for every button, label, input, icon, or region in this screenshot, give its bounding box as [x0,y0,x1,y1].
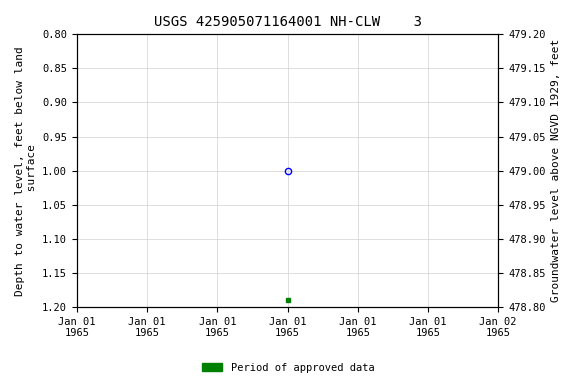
Y-axis label: Groundwater level above NGVD 1929, feet: Groundwater level above NGVD 1929, feet [551,39,561,302]
Legend: Period of approved data: Period of approved data [198,359,378,377]
Title: USGS 425905071164001 NH-CLW    3: USGS 425905071164001 NH-CLW 3 [154,15,422,29]
Y-axis label: Depth to water level, feet below land
 surface: Depth to water level, feet below land su… [15,46,37,296]
